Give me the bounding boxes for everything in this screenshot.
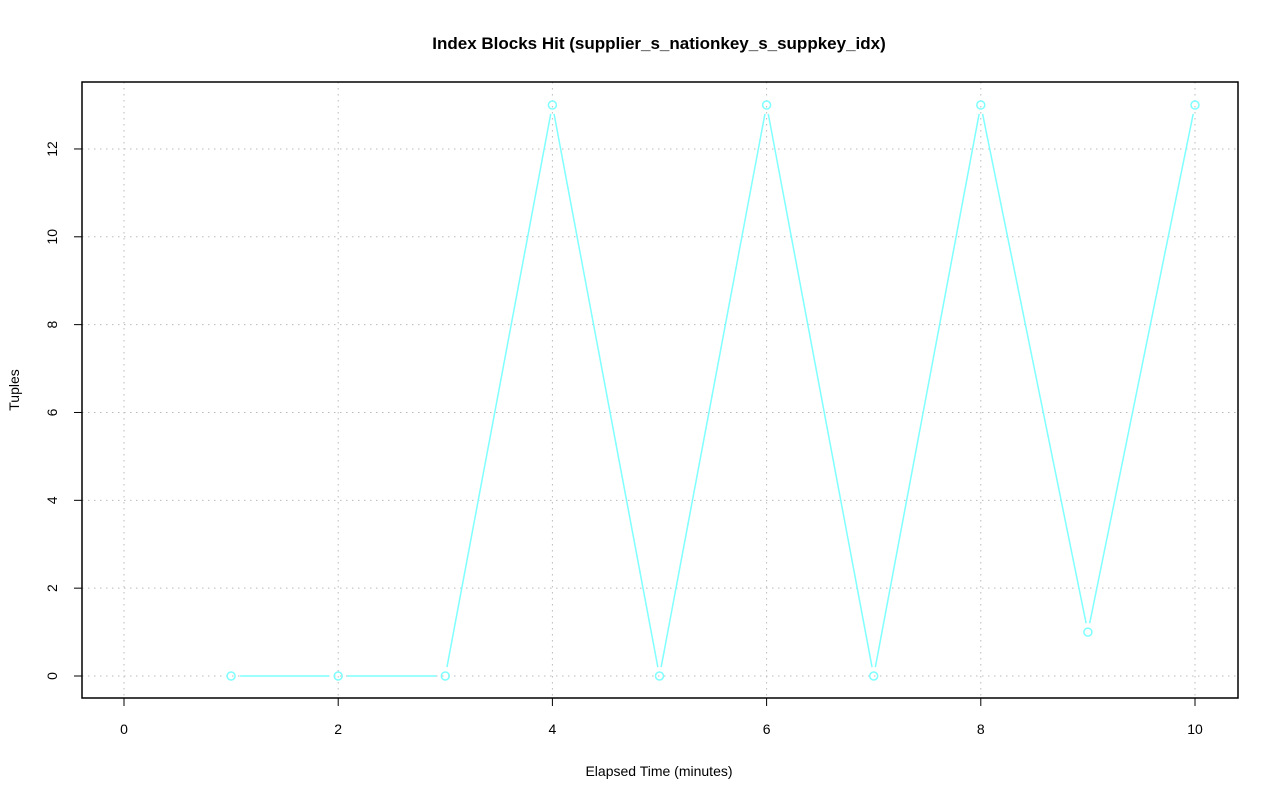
chart-title: Index Blocks Hit (supplier_s_nationkey_s… — [432, 34, 886, 53]
data-point — [868, 671, 879, 681]
y-tick-label: 4 — [44, 496, 60, 504]
series-segment — [874, 113, 980, 668]
data-point — [761, 100, 772, 110]
x-tick-label: 4 — [549, 721, 557, 737]
y-tick-label: 10 — [44, 229, 60, 245]
series-segment — [981, 113, 1087, 624]
x-tick-label: 6 — [763, 721, 771, 737]
y-axis-label: Tuples — [6, 369, 22, 411]
y-tick-label: 12 — [44, 141, 60, 157]
x-tick-label: 8 — [977, 721, 985, 737]
y-tick-label: 2 — [44, 584, 60, 592]
y-tick-label: 0 — [44, 672, 60, 680]
grid — [82, 82, 1238, 698]
data-point — [654, 671, 665, 681]
data-point — [440, 671, 451, 681]
y-tick-label: 6 — [44, 408, 60, 416]
data-point — [333, 671, 343, 681]
ticks: 0 2 4 6 8 10 0 2 4 6 8 10 12 — [44, 141, 1203, 737]
x-tick-label: 0 — [120, 721, 128, 737]
series — [226, 100, 1200, 681]
x-axis-label: Elapsed Time (minutes) — [585, 763, 732, 779]
x-tick-label: 2 — [334, 721, 342, 737]
data-point — [1083, 627, 1093, 637]
series-segment — [553, 113, 659, 668]
plot-frame — [81, 81, 1239, 699]
data-point — [976, 100, 986, 110]
series-segment — [660, 113, 766, 668]
data-point — [547, 100, 558, 110]
series-segment — [446, 113, 552, 668]
x-tick-label: 10 — [1187, 721, 1203, 737]
series-segment — [1088, 113, 1194, 624]
y-tick-label: 8 — [44, 321, 60, 329]
series-segment — [767, 113, 873, 668]
data-point — [1190, 100, 1200, 110]
data-point — [226, 671, 236, 681]
